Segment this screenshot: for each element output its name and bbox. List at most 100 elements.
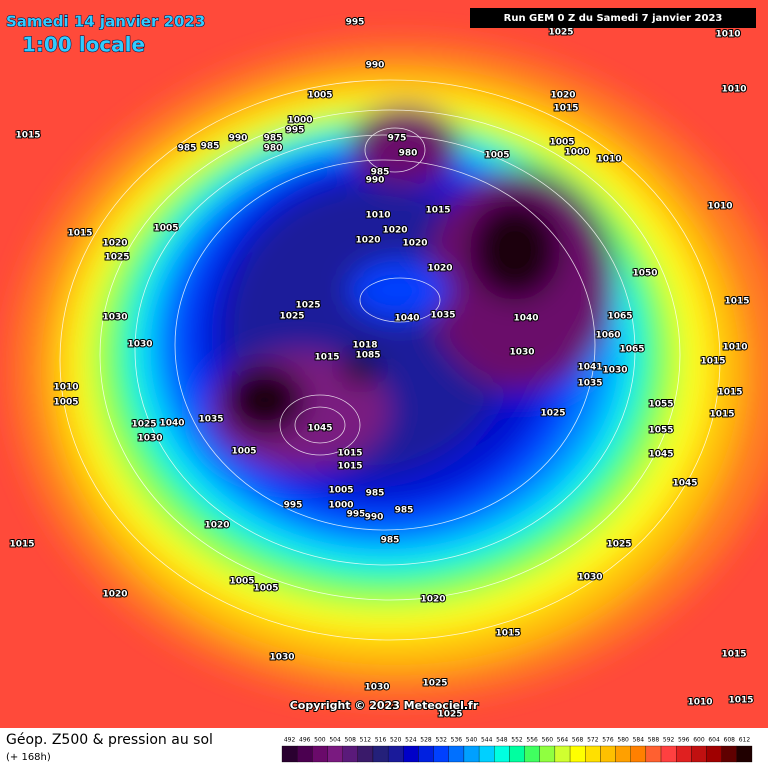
pressure-label: 1035 (198, 415, 223, 425)
pressure-label: 1055 (648, 426, 673, 436)
pressure-label: 985 (395, 506, 414, 516)
pressure-label: 975 (388, 134, 407, 144)
pressure-label: 1085 (355, 351, 380, 361)
pressure-label: 1005 (328, 486, 353, 496)
colorbar-label: 536 (451, 737, 463, 744)
pressure-label: 985 (178, 144, 197, 154)
pressure-label: 1025 (606, 540, 631, 550)
pressure-label: 1015 (728, 696, 753, 706)
colorbar-label: 540 (466, 737, 478, 744)
pressure-label: 1030 (577, 573, 602, 583)
pressure-label: 1025 (104, 253, 129, 263)
colorbar-label: 552 (511, 737, 523, 744)
colorbar-label: 572 (587, 737, 599, 744)
colorbar-label: 604 (708, 737, 720, 744)
pressure-label: 1020 (427, 264, 452, 274)
pressure-label: 1010 (687, 698, 712, 708)
pressure-label: 1045 (648, 450, 673, 460)
pressure-label: 1015 (425, 206, 450, 216)
pressure-label: 1005 (484, 151, 509, 161)
colorbar-swatch (463, 745, 480, 763)
pressure-label: 990 (365, 513, 384, 523)
pressure-label: 995 (347, 510, 366, 520)
colorbar-swatch (509, 745, 525, 763)
pressure-label: 1015 (700, 357, 725, 367)
pressure-label: 1030 (137, 434, 162, 444)
footer-title: Géop. Z500 & pression au sol (6, 732, 213, 748)
pressure-label: 980 (399, 149, 418, 159)
run-label: Run GEM 0 Z du Samedi 7 janvier 2023 (504, 13, 723, 24)
colorbar-label: 584 (633, 737, 645, 744)
pressure-label: 1015 (67, 229, 92, 239)
pressure-label: 1015 (314, 353, 339, 363)
colorbar-swatch (615, 745, 631, 763)
pressure-label: 995 (346, 18, 365, 28)
pressure-label: 1005 (307, 91, 332, 101)
map-date: Samedi 14 janvier 2023 (6, 13, 205, 31)
pressure-label: 1010 (365, 211, 390, 221)
colorbar-label: 592 (663, 737, 675, 744)
colorbar-label: 532 (435, 737, 447, 744)
pressure-label: 1015 (709, 410, 734, 420)
colorbar-swatch (630, 745, 647, 763)
colorbar-swatch (660, 745, 677, 763)
pressure-label: 1045 (672, 479, 697, 489)
colorbar-swatch (312, 745, 328, 763)
pressure-label: 1015 (724, 297, 749, 307)
colorbar-swatch (569, 745, 586, 763)
pressure-label: 1000 (287, 116, 312, 126)
colorbar-swatch (478, 745, 495, 763)
colorbar-swatch (387, 745, 404, 763)
pressure-label: 1010 (722, 343, 747, 353)
footer-subtitle: (+ 168h) (6, 752, 51, 763)
colorbar-label: 524 (405, 737, 417, 744)
pressure-label: 1015 (553, 104, 578, 114)
pressure-label: 1020 (402, 239, 427, 249)
run-box (470, 8, 756, 28)
pressure-label: 1015 (15, 131, 40, 141)
pressure-label: 1030 (269, 653, 294, 663)
colorbar-label: 500 (314, 737, 326, 744)
pressure-label: 1050 (632, 269, 657, 279)
colorbar-swatch (706, 745, 722, 763)
pressure-label: 1020 (550, 91, 575, 101)
colorbar-label: 612 (739, 737, 751, 744)
colorbar-label: 560 (542, 737, 554, 744)
pressure-label: 1010 (715, 30, 740, 40)
pressure-label: 1015 (721, 650, 746, 660)
colorbar-swatch (539, 745, 556, 763)
colorbar-swatch (327, 745, 343, 763)
colorbar-swatch (676, 745, 692, 763)
colorbar-label: 520 (390, 737, 402, 744)
pressure-label: 1065 (607, 312, 632, 322)
pressure-label: 1005 (53, 398, 78, 408)
pressure-label: 1040 (159, 419, 184, 429)
pressure-label: 1005 (549, 138, 574, 148)
pressure-label: 1015 (337, 462, 362, 472)
pressure-label: 980 (264, 144, 283, 154)
pressure-label: 1035 (577, 379, 602, 389)
pressure-label: 1025 (131, 420, 156, 430)
pressure-label: 1020 (102, 239, 127, 249)
pressure-label: 1020 (355, 236, 380, 246)
copyright: Copyright © 2023 Meteociel.fr (290, 699, 479, 712)
pressure-label: 1030 (102, 313, 127, 323)
colorbar-swatch (357, 745, 374, 763)
colorbar-label: 512 (360, 737, 372, 744)
pressure-label: 1055 (648, 400, 673, 410)
colorbar-label: 568 (572, 737, 584, 744)
pressure-label: 1065 (619, 345, 644, 355)
colorbar-swatch (342, 745, 358, 763)
pressure-label: 1020 (204, 521, 229, 531)
colorbar-label: 544 (481, 737, 493, 744)
pressure-label: 1018 (352, 341, 377, 351)
pressure-label: 1060 (595, 331, 620, 341)
pressure-label: 985 (371, 168, 390, 178)
pressure-label: 1015 (717, 388, 742, 398)
pressure-label: 1010 (707, 202, 732, 212)
pressure-label: 1025 (540, 409, 565, 419)
colorbar-swatch (281, 745, 298, 763)
